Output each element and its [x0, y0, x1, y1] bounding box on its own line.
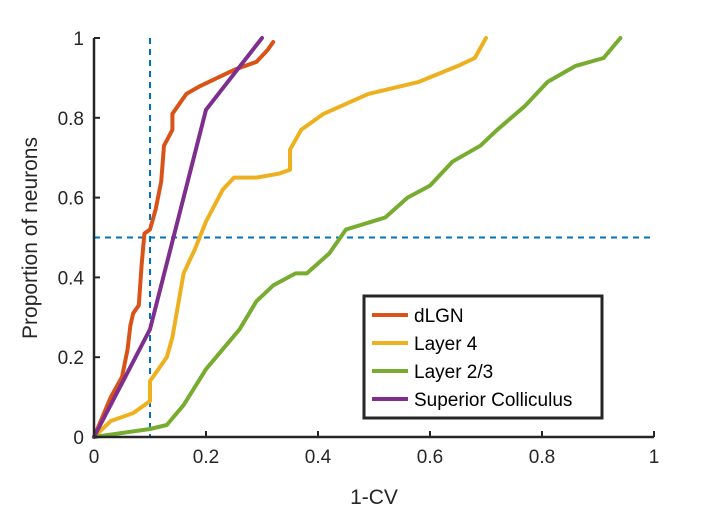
x-tick-label: 0.6	[417, 447, 443, 468]
y-tick-label: 0.6	[58, 189, 84, 210]
y-tick-label: 0.4	[58, 268, 85, 289]
legend-label-0: dLGN	[414, 306, 464, 327]
series-line-2	[92, 36, 623, 439]
y-tick-label: 0.8	[58, 109, 84, 130]
axes	[92, 37, 655, 439]
y-tick-label: 1	[73, 29, 84, 50]
reference-lines	[94, 38, 654, 437]
tick-labels: 0 0.2 0.4 0.6 0.8 1 0 0.2 0.4 0.6 0.8 1	[58, 29, 660, 468]
series-line-1	[92, 36, 488, 439]
legend-label-2: Layer 2/3	[414, 362, 493, 383]
x-tick-label: 0.8	[529, 447, 555, 468]
series-lines	[92, 36, 623, 439]
y-tick-label: 0	[73, 428, 84, 449]
legend-label-1: Layer 4	[414, 334, 478, 355]
series-line-3	[92, 36, 264, 439]
legend: dLGN Layer 4 Layer 2/3 Superior Colliculus	[362, 294, 604, 420]
legend-label-3: Superior Colliculus	[414, 390, 572, 411]
x-axis-title: 1-CV	[350, 486, 398, 509]
y-tick-label: 0.2	[58, 348, 84, 369]
x-tick-label: 0.4	[305, 447, 332, 468]
x-tick-label: 0.2	[193, 447, 219, 468]
series-line-0	[92, 40, 276, 439]
y-axis-title: Proportion of neurons	[19, 137, 42, 339]
x-tick-label: 0	[89, 447, 100, 468]
x-tick-label: 1	[649, 447, 660, 468]
